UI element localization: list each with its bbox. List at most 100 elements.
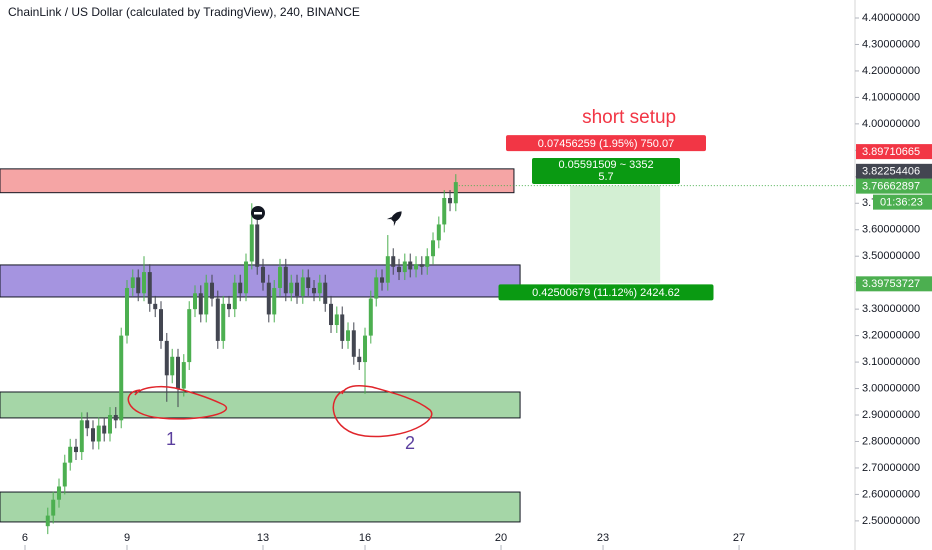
candle-body [346, 330, 351, 341]
entry-label-box [532, 158, 680, 184]
entry-label: 5.7 [598, 171, 613, 183]
candles [45, 174, 855, 535]
y-tick-label: 4.20000000 [862, 65, 920, 77]
candle-body [193, 293, 198, 310]
x-tick-label: 16 [359, 532, 371, 544]
candle-body [244, 261, 249, 294]
x-tick-label: 13 [257, 532, 269, 544]
candle-body [436, 224, 441, 241]
y-tick-label: 3.20000000 [862, 330, 920, 342]
candle-body [351, 330, 356, 357]
candle-body [453, 182, 458, 204]
candle-body [363, 335, 368, 363]
candle-body [408, 261, 413, 270]
candle-body [221, 303, 226, 341]
y-tick-label: 4.30000000 [862, 38, 920, 50]
candle-body [153, 303, 158, 310]
x-tick-label: 20 [495, 532, 507, 544]
candle-body [159, 309, 164, 341]
candle-body [278, 266, 283, 288]
price-label: 3.76662897 [862, 181, 920, 193]
candle-body [306, 277, 311, 288]
candle-body [79, 420, 84, 453]
candle-body [96, 425, 101, 442]
candle-body [317, 282, 322, 294]
candle-body [102, 425, 107, 434]
zones [0, 168, 521, 523]
candle-body [334, 314, 339, 326]
y-tick-label: 4.10000000 [862, 91, 920, 103]
candle-body [164, 340, 169, 376]
x-tick-label: 9 [124, 532, 130, 544]
candle-body [368, 298, 373, 336]
y-tick-label: 4.00000000 [862, 118, 920, 130]
y-tick-label: 3.50000000 [862, 250, 920, 262]
price-axis: 2.50000000 2.60000000 2.70000000 2.80000000… [855, 12, 932, 527]
zone [0, 168, 515, 194]
x-tick-label: 6 [22, 532, 28, 544]
candle-body [147, 272, 152, 304]
candle-body [414, 264, 419, 270]
candle-body [176, 356, 181, 389]
candle-body [90, 428, 95, 442]
candle-body [142, 272, 147, 294]
candle-body [380, 277, 385, 283]
price-label: 3.82254406 [862, 166, 920, 178]
y-tick-label: 3.00000000 [862, 382, 920, 394]
candle-body [85, 420, 90, 429]
price-label-box [856, 178, 932, 194]
candle-body [125, 287, 130, 336]
candle-body [261, 266, 266, 283]
candle-body [340, 314, 345, 341]
profit-area [570, 185, 661, 284]
candle-body [51, 499, 56, 516]
x-tick-label: 23 [597, 532, 609, 544]
candle-body [107, 415, 112, 434]
candle-body [397, 266, 402, 273]
candle-body [68, 446, 73, 463]
candle-body [323, 282, 328, 304]
price-label: 3.89710665 [862, 146, 920, 158]
price-label-box [856, 276, 932, 292]
y-tick-label: 2.90000000 [862, 409, 920, 421]
y-tick-label: 2.70000000 [862, 462, 920, 474]
candle-body [215, 298, 220, 341]
candle-body [419, 264, 424, 267]
candle-body [113, 415, 118, 421]
candle-body [385, 256, 390, 283]
y-tick-label: 4.40000000 [862, 12, 920, 24]
candle-body [56, 486, 61, 500]
candle-body [136, 277, 141, 294]
y-tick-label: 2.60000000 [862, 488, 920, 500]
candle-body [170, 356, 175, 376]
chart-title: ChainLink / US Dollar (calculated by Tra… [8, 5, 360, 19]
candle-body [119, 335, 124, 421]
candle-body [300, 277, 305, 296]
candle-body [198, 293, 203, 315]
candle-body [295, 282, 300, 296]
target-label: 0.42500679 (11.12%) 2424.62 [532, 287, 680, 299]
price-label: 3.39753727 [862, 278, 920, 290]
candle-body [130, 277, 135, 288]
candle-body [204, 282, 209, 315]
zone [0, 491, 521, 523]
y-tick-label: 2.50000000 [862, 515, 920, 527]
candle-body [357, 356, 362, 363]
y-tick-label: 3.60000000 [862, 224, 920, 236]
candle-body [442, 197, 447, 225]
hand-drawn-circle [127, 385, 228, 420]
candle-body [232, 282, 237, 310]
countdown: 01:36:23 [880, 197, 923, 209]
stop-label: 0.07456259 (1.95%) 750.07 [538, 138, 674, 150]
target-label-box [498, 284, 714, 301]
candle-body [329, 303, 334, 326]
candle-body [283, 266, 288, 294]
price-label-box [856, 163, 932, 179]
event-icon [251, 206, 265, 220]
candle-body [238, 282, 243, 294]
entry-label: 0.05591509 ~ 3352 [558, 159, 653, 171]
setup-title: short setup [582, 107, 676, 128]
candle-body [255, 224, 260, 267]
hand-drawn-circle [332, 384, 433, 438]
